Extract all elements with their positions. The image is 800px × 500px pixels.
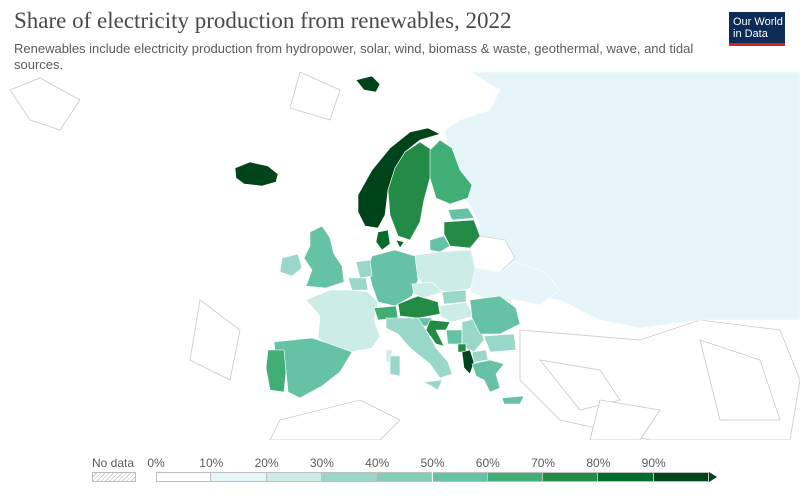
- region-north-macedonia[interactable]: [471, 349, 489, 363]
- chart-title: Share of electricity production from ren…: [14, 8, 512, 33]
- region-france[interactable]: [305, 289, 381, 353]
- legend-tick-label: 80%: [586, 456, 611, 470]
- region-slovakia[interactable]: [441, 289, 467, 305]
- region-denmark[interactable]: [375, 229, 391, 251]
- region-svalbard[interactable]: [355, 75, 381, 93]
- legend-tick-label: 90%: [641, 456, 666, 470]
- region-portugal[interactable]: [265, 349, 287, 393]
- region-denmark-island[interactable]: [395, 239, 405, 249]
- legend-tick-label: 60%: [475, 456, 500, 470]
- region-sardinia[interactable]: [389, 355, 401, 377]
- region-croatia[interactable]: [425, 319, 451, 347]
- legend-bin[interactable]: [598, 472, 654, 482]
- region-germany[interactable]: [367, 249, 419, 307]
- region-uk[interactable]: [303, 225, 345, 289]
- legend-bin[interactable]: [211, 472, 267, 482]
- region-iceland[interactable]: [234, 161, 279, 187]
- legend-tick-label: 0%: [147, 456, 165, 470]
- legend-bin[interactable]: [156, 472, 212, 482]
- legend-tick-label: 70%: [531, 456, 556, 470]
- region-sicily[interactable]: [423, 379, 443, 391]
- legend-tick-label: 40%: [365, 456, 390, 470]
- legend-bin[interactable]: [432, 472, 488, 482]
- legend-tick-label: 20%: [254, 456, 279, 470]
- owid-logo[interactable]: Our World in Data: [729, 12, 785, 46]
- choropleth-map: [9, 72, 800, 440]
- chart-subtitle: Renewables include electricity productio…: [14, 41, 694, 72]
- legend-tick-label: 10%: [199, 456, 224, 470]
- legend-bin[interactable]: [321, 472, 378, 482]
- legend-bin[interactable]: [487, 472, 544, 482]
- region-czechia[interactable]: [411, 281, 443, 299]
- legend-tick-label: 30%: [309, 456, 334, 470]
- region-lithuania[interactable]: [429, 235, 451, 253]
- region-italy[interactable]: [385, 317, 453, 379]
- legend-no-data-swatch: [92, 472, 136, 482]
- region-montenegro[interactable]: [457, 343, 467, 353]
- logo-line-2: in Data: [733, 28, 768, 40]
- color-legend: No data 0% 10% 20% 30% 40% 50% 60% 70% 80% 90%: [0, 450, 800, 490]
- region-greece[interactable]: [471, 359, 505, 393]
- legend-bin[interactable]: [653, 472, 709, 482]
- region-albania[interactable]: [461, 349, 475, 375]
- region-belgium[interactable]: [347, 277, 369, 291]
- legend-arrow: [709, 472, 717, 482]
- region-netherlands[interactable]: [355, 259, 373, 279]
- region-bulgaria[interactable]: [483, 333, 517, 353]
- background-land: [9, 72, 800, 440]
- region-finland[interactable]: [429, 139, 473, 205]
- region-ukraine[interactable]: [469, 261, 561, 306]
- region-bosnia[interactable]: [445, 329, 463, 345]
- legend-bin[interactable]: [543, 472, 599, 482]
- logo-line-1: Our World: [733, 16, 783, 28]
- region-hungary[interactable]: [439, 301, 475, 323]
- region-ireland[interactable]: [279, 253, 303, 277]
- legend-no-data-label: No data: [92, 456, 135, 470]
- region-cyprus[interactable]: [501, 395, 525, 405]
- region-romania[interactable]: [469, 295, 521, 335]
- legend-tick-label: 50%: [420, 456, 445, 470]
- legend-bin[interactable]: [266, 472, 322, 482]
- legend-bin[interactable]: [377, 472, 433, 482]
- region-sweden[interactable]: [387, 141, 433, 241]
- region-estonia[interactable]: [447, 207, 475, 221]
